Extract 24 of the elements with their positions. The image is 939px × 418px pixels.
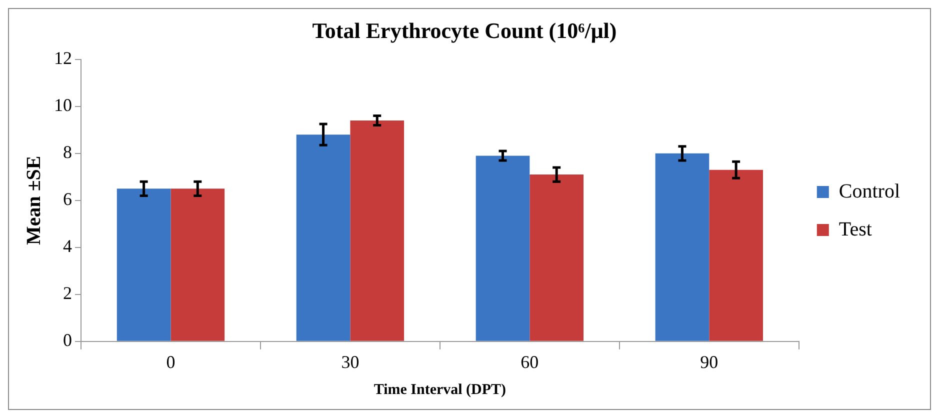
- x-tick-label: 30: [341, 352, 360, 372]
- y-tick-label: 6: [63, 189, 72, 210]
- y-tick-label: 8: [63, 142, 72, 162]
- bar: [170, 188, 225, 341]
- y-tick-label: 4: [63, 236, 72, 256]
- bar: [709, 170, 763, 341]
- bar: [655, 153, 710, 341]
- bar: [116, 188, 171, 341]
- y-tick-label: 12: [54, 48, 72, 68]
- y-tick-label: 0: [63, 330, 72, 350]
- x-axis-title: Time Interval (DPT): [374, 382, 506, 398]
- x-tick-label: 90: [700, 352, 718, 372]
- bar: [530, 174, 584, 341]
- bar: [476, 156, 530, 341]
- legend-label: Test: [838, 218, 872, 240]
- x-tick-label: 0: [166, 352, 176, 372]
- y-tick-label: 2: [63, 283, 72, 304]
- y-axis-title: Mean ±SE: [23, 156, 46, 246]
- bar: [350, 120, 404, 341]
- legend-label: Control: [838, 180, 900, 202]
- y-tick-label: 10: [54, 95, 72, 116]
- bar: [296, 134, 350, 341]
- chart-title: Total Erythrocyte Count (10⁶/μl): [312, 18, 617, 43]
- x-tick-label: 60: [520, 352, 539, 372]
